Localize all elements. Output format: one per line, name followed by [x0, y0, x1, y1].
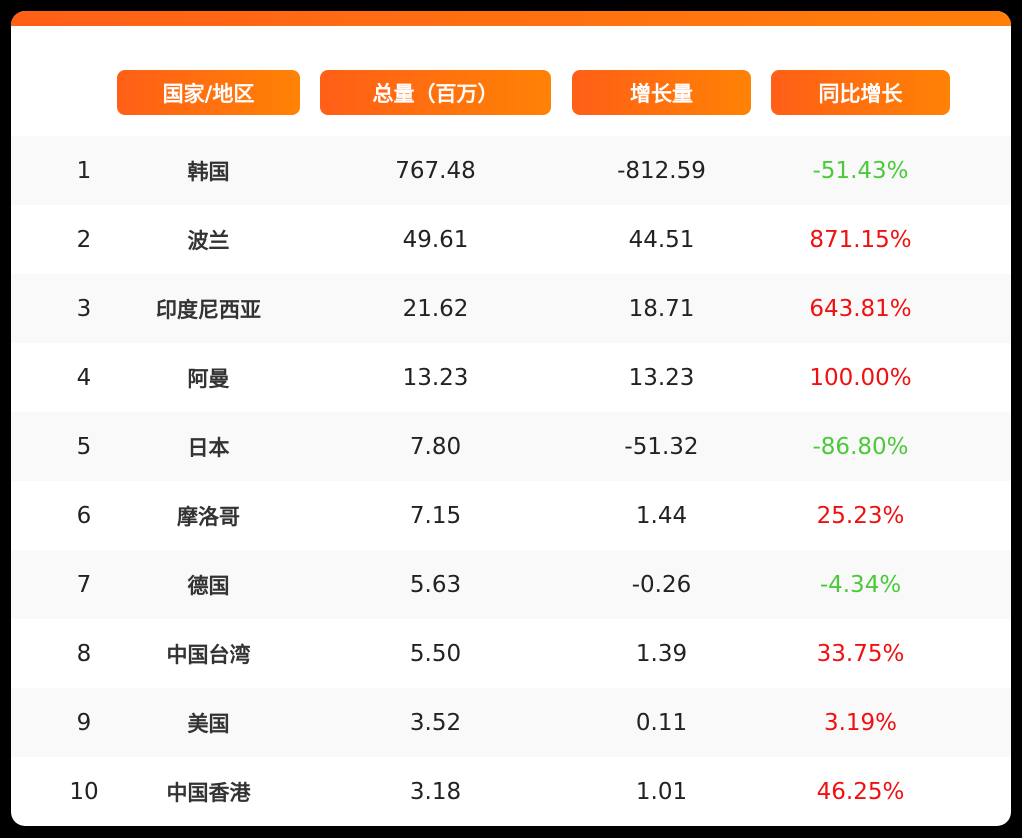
table-row: 3 印度尼西亚 21.62 18.71 643.81% — [11, 274, 1011, 343]
yoy-cell: 3.19% — [823, 709, 898, 736]
rank-cell: 10 — [69, 778, 99, 805]
growth-cell: 1.44 — [635, 502, 688, 529]
rank-cell: 3 — [76, 295, 92, 322]
rank-cell: 9 — [76, 709, 92, 736]
rank-cell: 4 — [76, 364, 92, 391]
growth-cell: 1.01 — [635, 778, 688, 805]
total-cell: 5.63 — [409, 571, 462, 598]
table-row: 8 中国台湾 5.50 1.39 33.75% — [11, 619, 1011, 688]
table-row: 2 波兰 49.61 44.51 871.15% — [11, 205, 1011, 274]
total-cell: 21.62 — [402, 295, 469, 322]
total-cell: 5.50 — [409, 640, 462, 667]
country-cell: 德国 — [187, 573, 230, 598]
country-cell: 摩洛哥 — [177, 504, 240, 529]
yoy-cell: 643.81% — [809, 295, 912, 322]
header-country[interactable]: 国家/地区 — [117, 70, 300, 115]
growth-cell: 1.39 — [635, 640, 688, 667]
rank-cell: 8 — [76, 640, 92, 667]
country-cell: 日本 — [187, 435, 230, 460]
table-row: 4 阿曼 13.23 13.23 100.00% — [11, 343, 1011, 412]
country-cell: 中国台湾 — [166, 642, 251, 667]
rank-cell: 7 — [76, 571, 92, 598]
growth-cell: -812.59 — [617, 157, 706, 184]
country-cell: 美国 — [187, 711, 230, 736]
country-cell: 印度尼西亚 — [156, 297, 261, 322]
yoy-cell: 46.25% — [816, 778, 905, 805]
header-growth[interactable]: 增长量 — [572, 70, 751, 115]
yoy-cell: 25.23% — [816, 502, 905, 529]
ranking-card: 国家/地区 总量（百万） 增长量 同比增长 1 韩国 767.48 -812.59 -5… — [11, 11, 1011, 826]
table-row: 6 摩洛哥 7.15 1.44 25.23% — [11, 481, 1011, 550]
table-row: 7 德国 5.63 -0.26 -4.34% — [11, 550, 1011, 619]
rank-cell: 6 — [76, 502, 92, 529]
growth-cell: 18.71 — [628, 295, 695, 322]
table-row: 9 美国 3.52 0.11 3.19% — [11, 688, 1011, 757]
header-total[interactable]: 总量（百万） — [320, 70, 551, 115]
country-cell: 中国香港 — [166, 780, 251, 805]
total-cell: 3.52 — [409, 709, 462, 736]
total-cell: 7.15 — [409, 502, 462, 529]
country-cell: 阿曼 — [187, 366, 230, 391]
header-yoy[interactable]: 同比增长 — [771, 70, 950, 115]
total-cell: 7.80 — [409, 433, 462, 460]
yoy-cell: -51.43% — [812, 157, 909, 184]
growth-cell: 13.23 — [628, 364, 695, 391]
country-cell: 韩国 — [187, 159, 230, 184]
yoy-cell: 871.15% — [809, 226, 912, 253]
table-row: 10 中国香港 3.18 1.01 46.25% — [11, 757, 1011, 826]
yoy-cell: -4.34% — [819, 571, 902, 598]
table-row: 1 韩国 767.48 -812.59 -51.43% — [11, 136, 1011, 205]
rank-cell: 2 — [76, 226, 92, 253]
rank-cell: 1 — [76, 157, 92, 184]
top-accent-bar — [11, 11, 1011, 26]
total-cell: 49.61 — [402, 226, 469, 253]
total-cell: 767.48 — [395, 157, 476, 184]
total-cell: 13.23 — [402, 364, 469, 391]
yoy-cell: -86.80% — [812, 433, 909, 460]
total-cell: 3.18 — [409, 778, 462, 805]
table-row: 5 日本 7.80 -51.32 -86.80% — [11, 412, 1011, 481]
yoy-cell: 100.00% — [809, 364, 912, 391]
rank-cell: 5 — [76, 433, 92, 460]
yoy-cell: 33.75% — [816, 640, 905, 667]
growth-cell: 0.11 — [635, 709, 688, 736]
growth-cell: 44.51 — [628, 226, 695, 253]
growth-cell: -0.26 — [631, 571, 692, 598]
country-cell: 波兰 — [187, 228, 230, 253]
growth-cell: -51.32 — [624, 433, 699, 460]
